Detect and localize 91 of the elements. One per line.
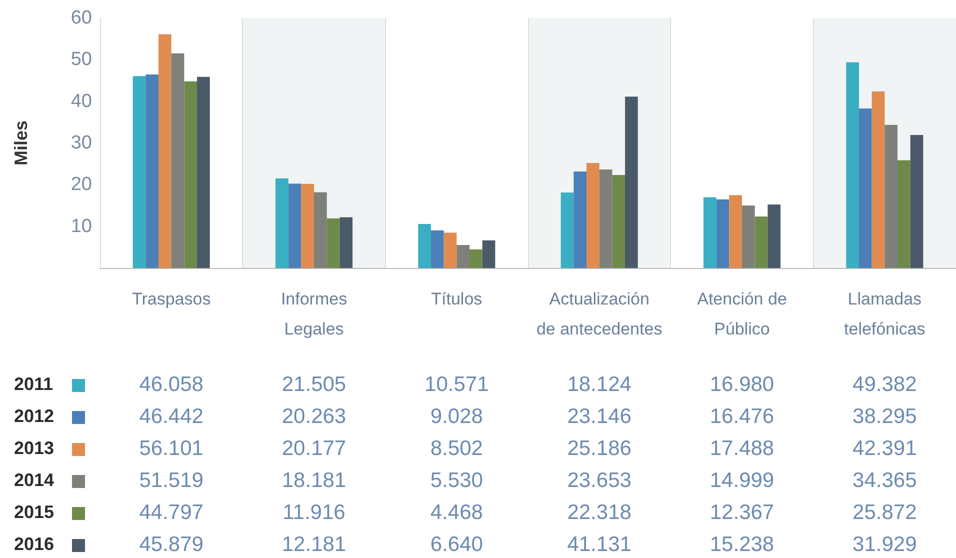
bar	[768, 204, 781, 268]
x-tick-label: Atención de Público	[697, 290, 787, 338]
bar	[742, 206, 755, 268]
y-tick-label: 30	[70, 132, 92, 154]
data-label: 14.999	[708, 469, 776, 493]
legend-label: 2016	[14, 534, 54, 555]
legend-label: 2015	[14, 502, 54, 523]
bar	[275, 178, 288, 268]
data-label: 49.382	[852, 373, 918, 397]
data-label: 9.028	[429, 405, 484, 429]
data-label: 56.101	[138, 437, 204, 461]
data-label: 23.653	[566, 469, 632, 493]
legend-label: 2012	[14, 406, 54, 427]
bar	[846, 62, 859, 268]
legend-label: 2013	[14, 438, 54, 459]
bar	[729, 195, 742, 268]
y-axis-title: Miles	[11, 120, 31, 166]
data-label: 12.367	[708, 501, 776, 525]
bar	[560, 192, 574, 268]
data-label: 4.468	[429, 501, 484, 525]
data-label: 18.124	[566, 373, 632, 397]
bar	[754, 216, 768, 268]
data-label: 44.797	[138, 501, 204, 525]
data-label: 42.391	[852, 437, 918, 461]
data-label: 21.505	[280, 373, 348, 397]
x-tick-label: Títulos	[431, 290, 482, 308]
bar	[171, 53, 184, 268]
bar	[288, 184, 302, 268]
data-label: 15.238	[708, 533, 776, 557]
bar	[482, 240, 496, 268]
x-tick-label: Llamadas telefónicas	[844, 290, 926, 338]
bar	[625, 96, 638, 268]
y-tick-label: 10	[70, 216, 92, 237]
bar	[418, 224, 431, 268]
bar	[884, 124, 898, 268]
data-label: 17.488	[708, 437, 776, 461]
data-label: 51.519	[138, 469, 204, 493]
data-label: 16.476	[708, 405, 776, 429]
data-label: 20.263	[280, 405, 348, 429]
data-label: 23.146	[566, 405, 632, 429]
data-label: 20.177	[280, 437, 348, 461]
y-tick-label: 40	[70, 90, 92, 112]
x-tick-label: Actualización de antecedentes	[536, 290, 662, 338]
data-label: 22.318	[566, 501, 632, 525]
bar	[858, 108, 872, 268]
bar	[314, 192, 327, 268]
bar	[872, 91, 885, 268]
bar	[898, 160, 910, 268]
data-label: 10.571	[424, 373, 490, 397]
bar	[444, 232, 457, 268]
y-tick-label: 20	[70, 174, 92, 196]
data-label: 25.186	[566, 437, 632, 461]
bar	[910, 134, 924, 268]
bar	[586, 163, 600, 268]
data-label: 11.916	[282, 501, 346, 525]
bar	[326, 218, 340, 268]
data-label: 16.980	[708, 373, 776, 397]
bar	[612, 175, 626, 268]
data-label: 5.530	[429, 469, 484, 493]
bar	[197, 76, 210, 268]
bar	[574, 172, 586, 268]
data-label: 31.929	[852, 533, 918, 557]
data-label: 12.181	[280, 533, 348, 557]
bar	[301, 184, 314, 268]
data-label: 6.640	[429, 533, 484, 557]
bar	[430, 230, 444, 268]
y-tick-label: 50	[70, 49, 92, 70]
data-label: 41.131	[566, 533, 632, 557]
data-label: 34.365	[852, 469, 918, 493]
data-label: 8.502	[429, 437, 484, 461]
data-label: 46.442	[138, 405, 204, 429]
bar	[716, 199, 730, 268]
legend-label: 2011	[14, 374, 54, 395]
x-tick-label: Informes Legales	[280, 290, 348, 338]
y-tick-label: 60	[70, 8, 92, 28]
data-label: 46.058	[138, 373, 204, 397]
legend-label: 2014	[14, 470, 54, 491]
data-label: 38.295	[852, 405, 918, 429]
data-label: 45.879	[138, 533, 204, 557]
bar	[158, 34, 172, 268]
bar	[703, 197, 716, 268]
bar	[456, 244, 470, 268]
data-label: 18.181	[280, 469, 348, 493]
bar	[184, 81, 198, 268]
data-label: 25.872	[852, 501, 918, 525]
x-tick-label: Traspasos	[132, 290, 211, 308]
bar	[146, 74, 158, 268]
bar	[340, 217, 353, 268]
bar	[470, 249, 482, 268]
bar	[599, 169, 612, 268]
bar	[132, 76, 146, 268]
